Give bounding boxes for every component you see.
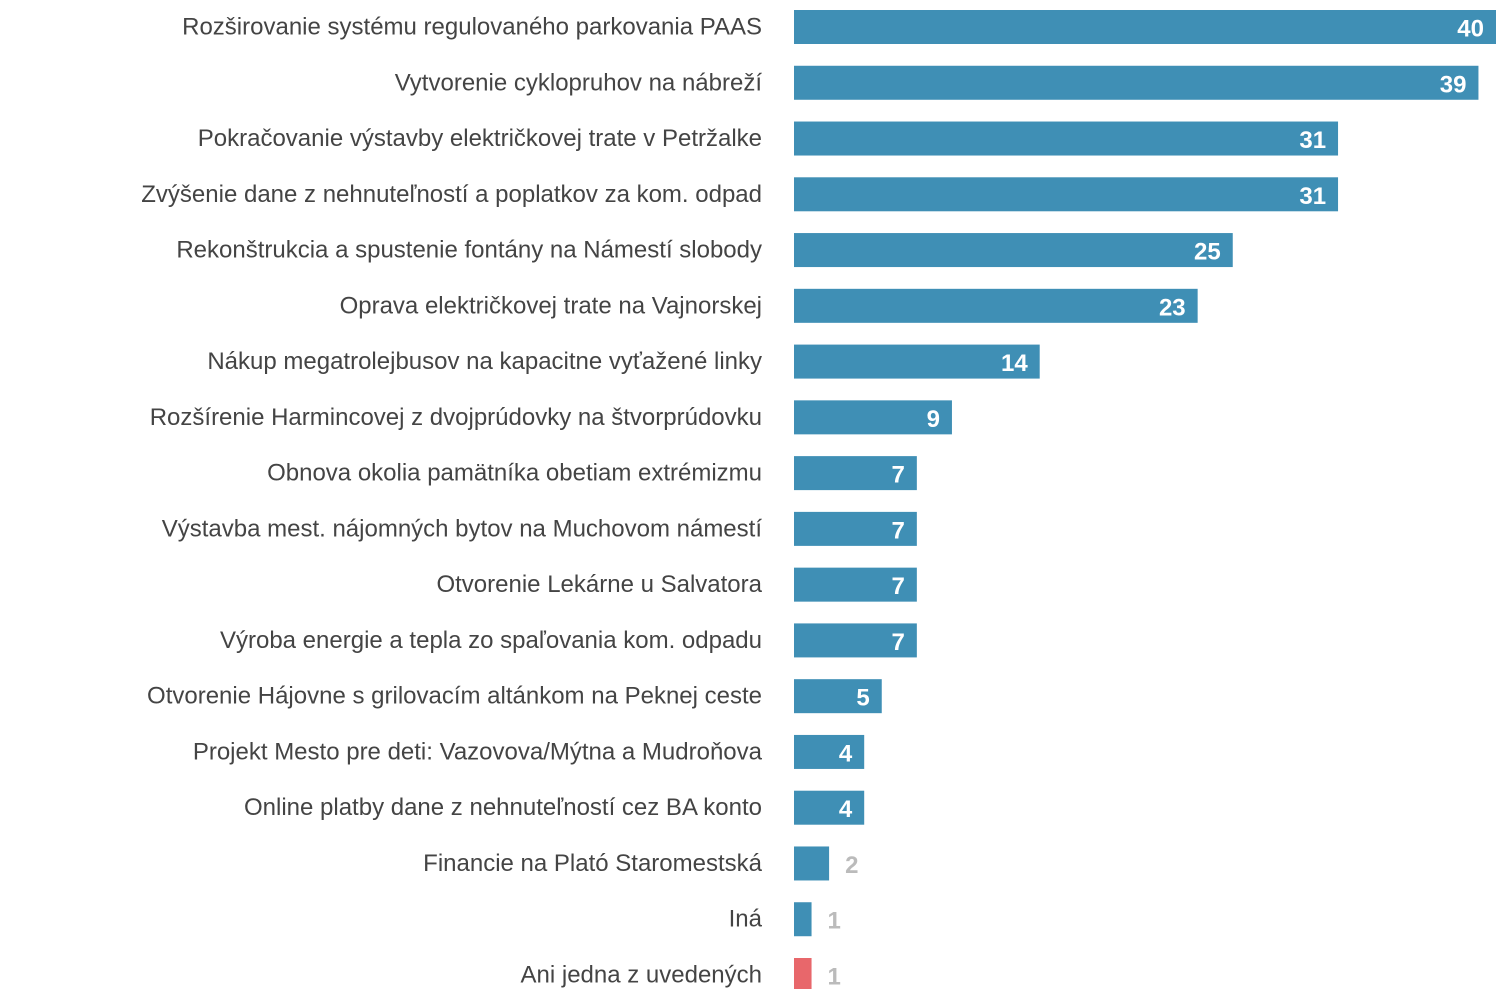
value-label: 7 bbox=[891, 629, 904, 656]
bar bbox=[794, 958, 812, 989]
bar bbox=[794, 233, 1233, 268]
bar bbox=[794, 511, 917, 546]
category-label: Pokračovanie výstavby električkovej trat… bbox=[198, 125, 762, 152]
value-label: 7 bbox=[891, 462, 904, 489]
value-label: 25 bbox=[1194, 239, 1221, 266]
bar bbox=[794, 567, 917, 602]
value-label: 31 bbox=[1299, 183, 1326, 210]
category-label: Zvýšenie dane z nehnuteľností a poplatko… bbox=[141, 181, 762, 208]
value-label: 4 bbox=[839, 740, 853, 767]
value-label: 31 bbox=[1299, 127, 1326, 154]
category-label: Iná bbox=[729, 906, 763, 933]
value-label: 7 bbox=[891, 517, 904, 544]
value-label: 14 bbox=[1001, 350, 1028, 377]
bar bbox=[794, 623, 917, 658]
category-label: Financie na Plató Staromestská bbox=[423, 850, 762, 877]
category-label: Oprava električkovej trate na Vajnorskej bbox=[340, 292, 762, 319]
category-label: Otvorenie Hájovne s grilovacím altánkom … bbox=[147, 683, 762, 710]
bar bbox=[794, 288, 1198, 323]
bar bbox=[794, 456, 917, 491]
category-label: Rozšírenie Harmincovej z dvojprúdovky na… bbox=[150, 404, 762, 431]
category-label: Výstavba mest. nájomných bytov na Muchov… bbox=[162, 515, 763, 542]
bar bbox=[794, 400, 952, 435]
category-label: Online platby dane z nehnuteľností cez B… bbox=[244, 794, 762, 821]
category-label: Vytvorenie cyklopruhov na nábreží bbox=[395, 69, 763, 96]
value-label: 23 bbox=[1159, 294, 1186, 321]
bar bbox=[794, 846, 830, 881]
bar bbox=[794, 734, 865, 769]
category-label: Nákup megatrolejbusov na kapacitne vyťaž… bbox=[207, 348, 762, 375]
category-label: Otvorenie Lekárne u Salvatora bbox=[436, 571, 762, 598]
bar bbox=[794, 65, 1479, 100]
bar bbox=[794, 344, 1040, 379]
category-label: Rozširovanie systému regulovaného parkov… bbox=[182, 14, 762, 41]
bar bbox=[794, 177, 1339, 212]
value-label: 1 bbox=[828, 908, 841, 935]
category-label: Projekt Mesto pre deti: Vazovova/Mýtna a… bbox=[193, 738, 763, 765]
bar bbox=[794, 679, 882, 714]
value-label: 2 bbox=[845, 852, 858, 879]
bar bbox=[794, 10, 1496, 44]
value-label: 4 bbox=[839, 796, 853, 823]
value-label: 5 bbox=[856, 685, 869, 712]
bar bbox=[794, 790, 865, 825]
category-label: Ani jedna z uvedených bbox=[521, 962, 763, 989]
value-label: 39 bbox=[1440, 71, 1467, 98]
bar bbox=[794, 121, 1339, 156]
category-label: Rekonštrukcia a spustenie fontány na Nám… bbox=[176, 237, 762, 264]
value-label: 9 bbox=[927, 406, 940, 433]
category-label: Výroba energie a tepla zo spaľovania kom… bbox=[220, 627, 762, 654]
bar bbox=[794, 902, 812, 937]
value-label: 1 bbox=[828, 964, 841, 989]
category-label: Obnova okolia pamätníka obetiam extrémiz… bbox=[267, 460, 762, 487]
value-label: 40 bbox=[1457, 16, 1484, 43]
value-label: 7 bbox=[891, 573, 904, 600]
